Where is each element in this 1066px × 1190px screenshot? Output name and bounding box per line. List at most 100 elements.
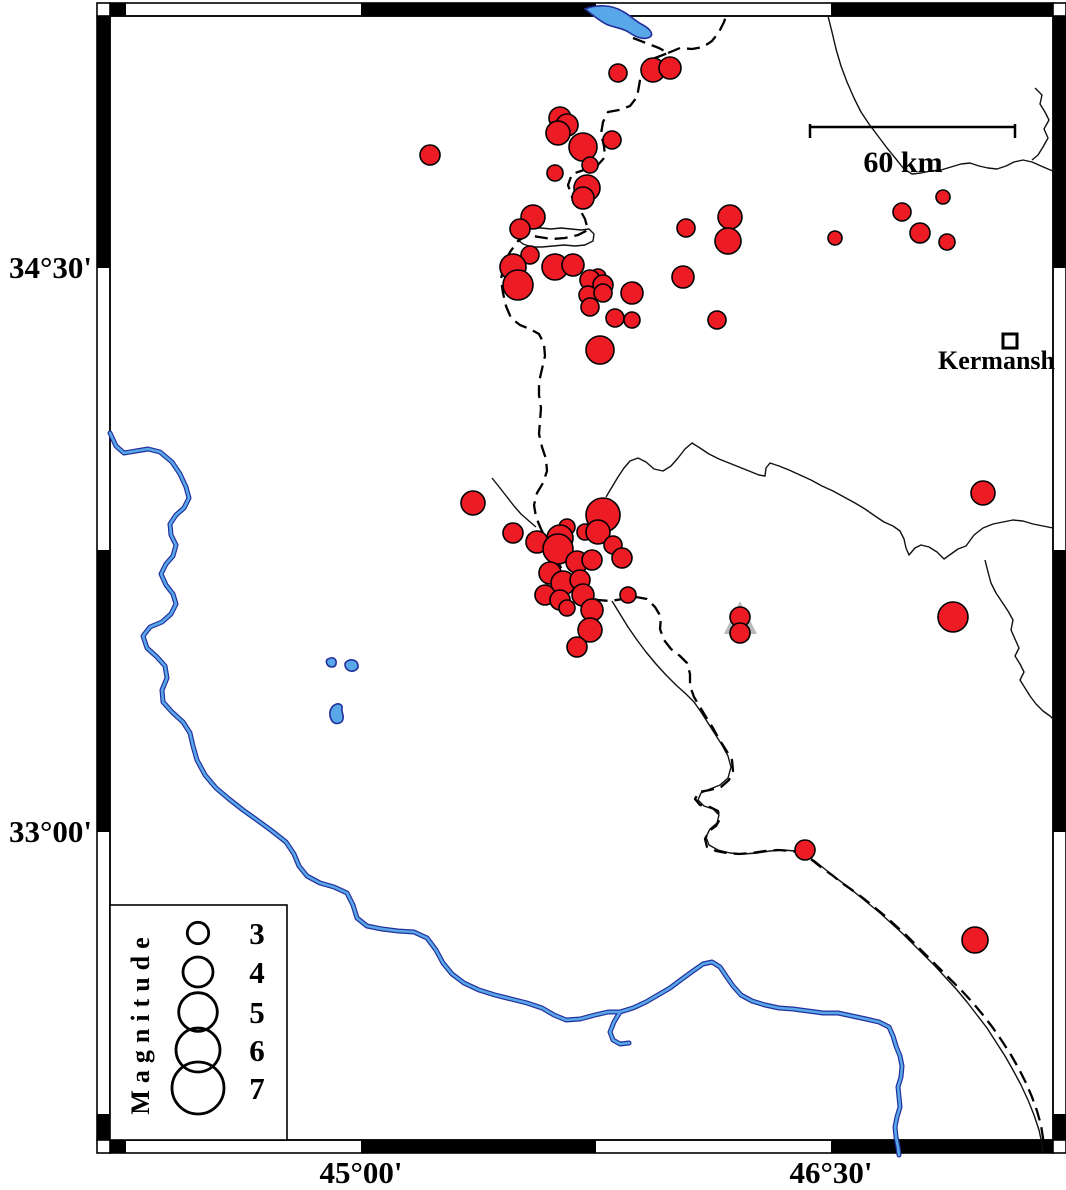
legend-magnitude-value: 7 bbox=[249, 1071, 265, 1106]
province-boundary-line bbox=[517, 227, 595, 248]
earthquake-marker bbox=[558, 599, 576, 617]
city-label: Kermansh bbox=[938, 346, 1056, 375]
earthquake-marker bbox=[892, 202, 912, 222]
lake bbox=[583, 5, 653, 40]
map-inner-border bbox=[109, 15, 1054, 1141]
axis-label-longitude: 45°00' bbox=[319, 1155, 402, 1190]
earthquake-marker bbox=[623, 311, 641, 329]
earthquake-marker bbox=[585, 335, 615, 365]
province-boundary-line bbox=[827, 15, 1054, 175]
lake bbox=[344, 659, 359, 672]
earthquake-marker bbox=[571, 186, 595, 210]
frame-segment bbox=[361, 1140, 596, 1153]
earthquake-marker bbox=[970, 480, 996, 506]
frame-corner bbox=[1052, 2, 1066, 17]
frame-segment bbox=[97, 550, 110, 832]
frame-segment bbox=[1053, 16, 1066, 268]
earthquake-marker bbox=[611, 547, 633, 569]
map-frame bbox=[96, 2, 1066, 1154]
lake bbox=[329, 703, 345, 725]
frame-corner bbox=[96, 2, 111, 17]
frame-segment bbox=[110, 1140, 126, 1153]
earthquake-marker bbox=[961, 926, 989, 954]
frame-segment bbox=[361, 3, 596, 16]
earthquake-marker bbox=[580, 297, 600, 317]
city-marker-kermanshah bbox=[1001, 332, 1019, 350]
earthquake-marker bbox=[714, 227, 742, 255]
earthquake-marker bbox=[938, 233, 956, 251]
earthquake-marker bbox=[620, 281, 644, 305]
earthquake-marker bbox=[520, 245, 540, 265]
legend-magnitude-value: 4 bbox=[249, 955, 265, 990]
earthquake-marker bbox=[566, 636, 588, 658]
earthquake-marker bbox=[545, 120, 571, 146]
earthquake-marker bbox=[419, 144, 441, 166]
scale-bar-label: 60 km bbox=[863, 146, 942, 179]
river-path bbox=[608, 1010, 631, 1046]
international-border-dashed bbox=[499, 36, 1046, 1151]
legend-magnitude-circle bbox=[174, 1026, 222, 1074]
scale-bar bbox=[808, 124, 1017, 138]
lake bbox=[325, 657, 337, 668]
earthquake-marker bbox=[577, 617, 603, 643]
river-path bbox=[618, 960, 904, 1157]
earthquake-marker bbox=[581, 549, 603, 571]
earthquake-marker bbox=[546, 164, 564, 182]
legend-magnitude-circle bbox=[185, 920, 211, 946]
earthquake-marker bbox=[937, 601, 969, 633]
province-boundary-line bbox=[1031, 87, 1050, 161]
earthquake-marker bbox=[619, 586, 637, 604]
geography-layer bbox=[107, 5, 1054, 1158]
frame-segment bbox=[110, 3, 126, 16]
earthquake-marker bbox=[561, 253, 585, 277]
frame-corner bbox=[96, 1139, 111, 1154]
earthquake-marker bbox=[608, 63, 628, 83]
earthquakes-layer bbox=[419, 56, 996, 954]
frame-segment bbox=[831, 3, 1053, 16]
legend-magnitude-value: 5 bbox=[249, 995, 265, 1030]
earthquake-marker bbox=[794, 839, 816, 861]
frame-segment bbox=[1053, 550, 1066, 832]
earthquake-marker bbox=[676, 218, 696, 238]
legend-magnitude-value: 6 bbox=[249, 1033, 265, 1068]
axis-label-latitude: 34°30' bbox=[9, 250, 92, 285]
axis-label-longitude: 46°30' bbox=[789, 1155, 872, 1190]
earthquake-marker bbox=[717, 204, 743, 230]
earthquake-marker bbox=[909, 222, 931, 244]
river-path bbox=[108, 431, 622, 1022]
earthquake-marker bbox=[707, 310, 727, 330]
province-boundary-line bbox=[605, 442, 1054, 560]
earthquake-marker bbox=[729, 622, 751, 644]
earthquake-marker bbox=[460, 490, 486, 516]
earthquake-marker bbox=[671, 265, 695, 289]
province-boundary-line bbox=[491, 477, 537, 528]
legend: Magnitude 3 4 567 bbox=[109, 904, 288, 1141]
earthquake-marker bbox=[602, 130, 622, 150]
frame-segment bbox=[1053, 1114, 1066, 1140]
annotation-layer: 60 km Kermansh bbox=[808, 124, 1056, 375]
earthquake-marker bbox=[935, 189, 951, 205]
earthquake-marker bbox=[605, 308, 625, 328]
earthquake-marker bbox=[658, 56, 682, 80]
province-boundary-line bbox=[611, 600, 1044, 1153]
international-border-dashed bbox=[667, 12, 729, 55]
earthquake-marker bbox=[585, 519, 611, 545]
legend-magnitude-value: 3 bbox=[249, 916, 265, 951]
earthquake-marker bbox=[827, 230, 843, 246]
frame-segment bbox=[97, 1114, 110, 1140]
earthquake-marker bbox=[542, 533, 574, 565]
legend-magnitude-circle bbox=[181, 955, 215, 989]
legend-magnitude-circle bbox=[177, 991, 219, 1033]
frame-corner bbox=[1052, 1139, 1066, 1154]
earthquake-marker bbox=[593, 283, 613, 303]
axis-label-latitude: 33°00' bbox=[9, 814, 92, 849]
frame-segment bbox=[831, 1140, 1053, 1153]
province-boundary-line bbox=[984, 559, 1054, 720]
earthquake-marker bbox=[502, 522, 524, 544]
frame-segment bbox=[97, 16, 110, 268]
legend-magnitude-circle bbox=[170, 1060, 226, 1116]
earthquake-marker bbox=[581, 156, 599, 174]
earthquake-marker bbox=[509, 218, 531, 240]
